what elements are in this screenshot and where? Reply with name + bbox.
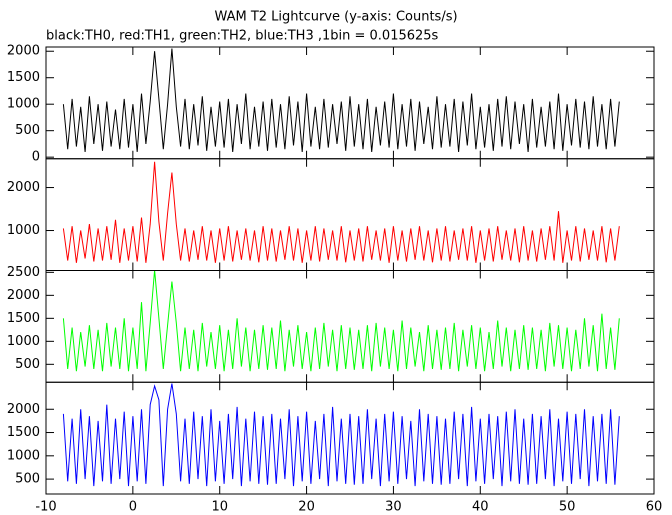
y-tick-label: 1500 bbox=[7, 425, 40, 440]
light-curve bbox=[62, 161, 620, 263]
x-tick-label: 20 bbox=[298, 500, 315, 515]
y-tick-label: 500 bbox=[15, 357, 40, 372]
y-tick-label: 2500 bbox=[7, 265, 40, 280]
y-tick-label: 500 bbox=[15, 123, 40, 138]
y-tick-label: 1000 bbox=[7, 448, 40, 463]
light-curve bbox=[62, 48, 620, 152]
x-tick-label: -10 bbox=[35, 500, 56, 515]
x-tick-label: 60 bbox=[646, 500, 663, 515]
y-tick-label: 2000 bbox=[7, 180, 40, 195]
chart-subtitle: black:TH0, red:TH1, green:TH2, blue:TH3 … bbox=[46, 29, 439, 44]
panel-frame bbox=[45, 381, 655, 495]
x-tick-label: 30 bbox=[385, 500, 402, 515]
x-tick-label: 40 bbox=[472, 500, 489, 515]
y-tick-label: 2000 bbox=[7, 44, 40, 59]
y-tick-label: 1000 bbox=[7, 223, 40, 238]
light-curve bbox=[62, 383, 620, 487]
y-tick-label: 0 bbox=[32, 150, 40, 165]
chart-title: WAM T2 Lightcurve (y-axis: Counts/s) bbox=[214, 10, 457, 25]
y-tick-label: 1500 bbox=[7, 311, 40, 326]
y-tick-label: 1000 bbox=[7, 334, 40, 349]
x-tick-label: 0 bbox=[129, 500, 137, 515]
y-tick-label: 500 bbox=[15, 472, 40, 487]
y-tick-label: 2000 bbox=[7, 402, 40, 417]
light-curve bbox=[62, 270, 620, 372]
x-tick-label: 50 bbox=[559, 500, 576, 515]
panel-frame bbox=[45, 158, 655, 271]
y-tick-label: 1500 bbox=[7, 70, 40, 85]
x-tick-label: 10 bbox=[211, 500, 228, 515]
y-tick-label: 1000 bbox=[7, 97, 40, 112]
y-tick-label: 2000 bbox=[7, 288, 40, 303]
panel-frame bbox=[45, 46, 655, 160]
